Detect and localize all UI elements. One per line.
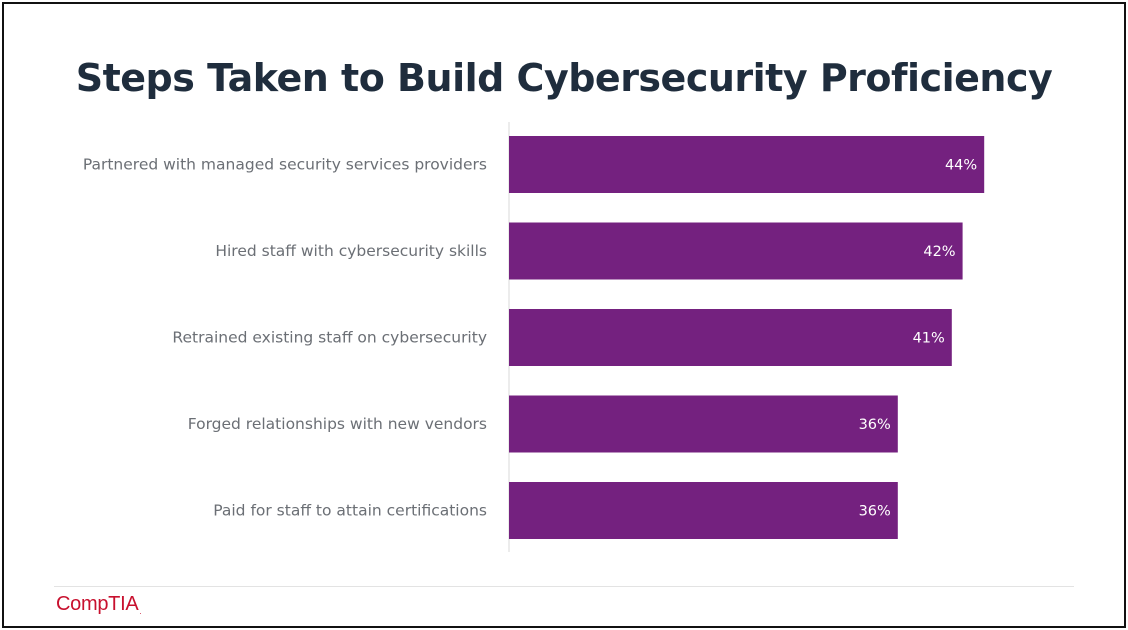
value-label-3: 41%: [913, 331, 945, 347]
comptia-logo: CompTIA.: [56, 593, 142, 616]
value-label-2: 42%: [923, 244, 955, 260]
bar-1: [509, 136, 985, 193]
bar-3: [509, 309, 952, 366]
category-label-5: Paid for staff to attain certifications: [213, 502, 487, 520]
bar-5: [509, 482, 898, 539]
value-label-4: 36%: [859, 417, 891, 433]
category-label-1: Partnered with managed security services…: [83, 156, 487, 174]
bar-4: [509, 395, 898, 453]
category-label-2: Hired staff with cybersecurity skills: [215, 242, 487, 260]
logo-text: CompTIA: [56, 593, 139, 615]
value-label-5: 36%: [859, 504, 891, 520]
category-label-3: Retrained existing staff on cybersecurit…: [172, 329, 487, 347]
logo-mark: .: [139, 607, 142, 616]
bar-chart: Partnered with managed security services…: [83, 122, 985, 552]
footer-divider: [54, 586, 1074, 587]
value-label-1: 44%: [945, 158, 977, 174]
bar-2: [509, 222, 963, 280]
chart-title: Steps Taken to Build Cybersecurity Profi…: [75, 56, 1053, 100]
category-label-4: Forged relationships with new vendors: [188, 415, 487, 433]
